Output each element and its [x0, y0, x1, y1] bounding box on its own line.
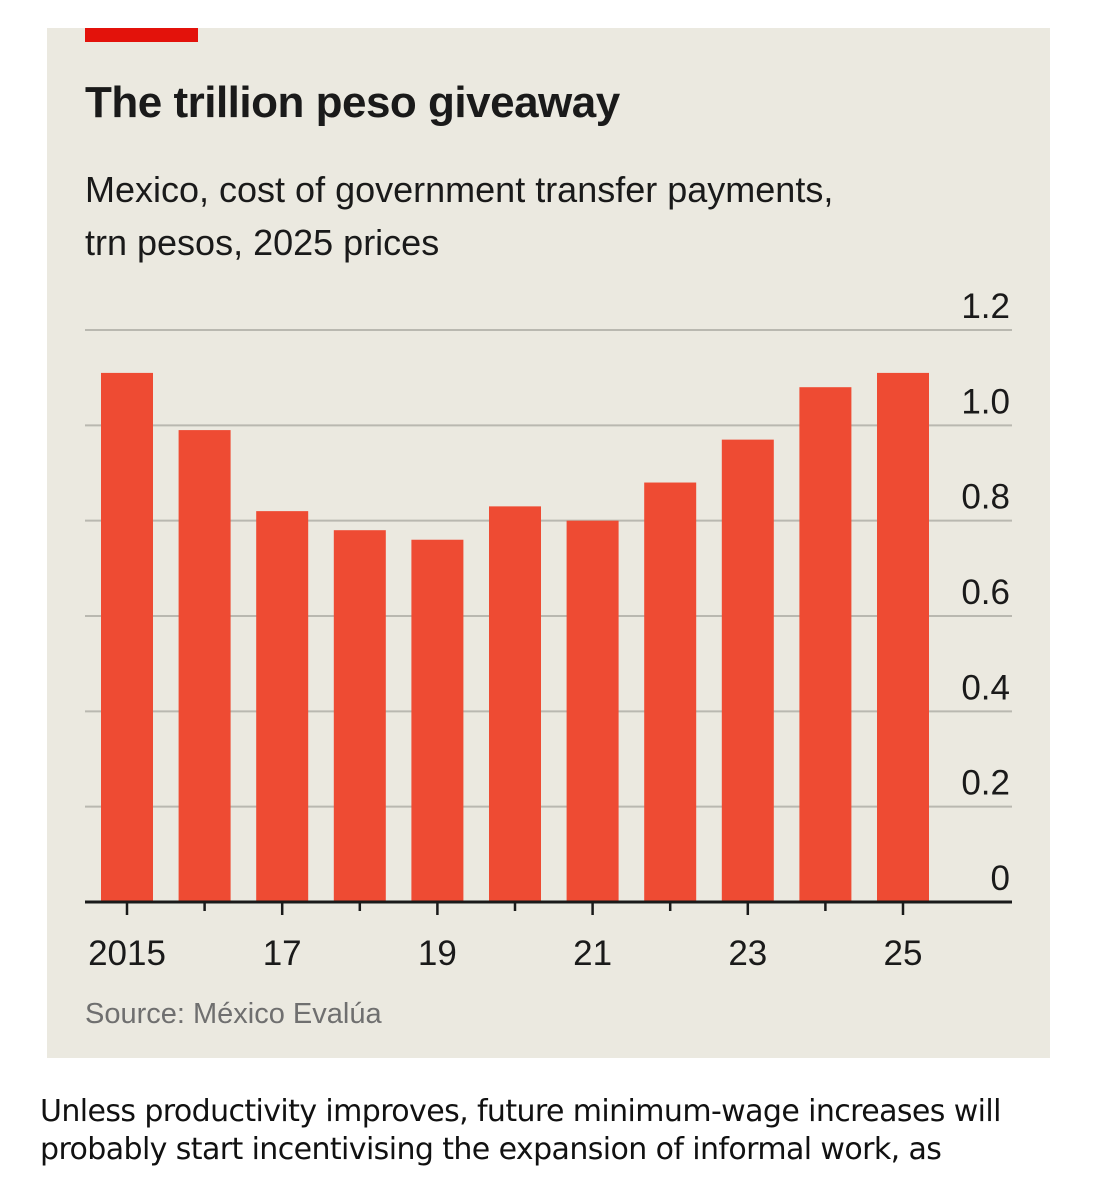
source-note: Source: México Evalúa: [85, 998, 382, 1030]
y-tick-label: 1.2: [961, 287, 1010, 326]
y-tick-label: 0.2: [961, 764, 1010, 803]
bar-chart: 0 0.2 0.4 0.6 0.8 1.0 1.2 2015 17 19 21 23 25: [85, 287, 1012, 973]
chart-title: The trillion peso giveaway: [85, 78, 620, 127]
x-tick-label: 17: [263, 934, 302, 973]
chart-subtitle: Mexico, cost of government transfer paym…: [85, 169, 834, 263]
x-tick-label: 19: [418, 934, 457, 973]
y-tick-label: 1.0: [961, 382, 1010, 421]
x-axis: [85, 900, 1012, 915]
bar-2021: [566, 520, 619, 902]
brand-tag: [85, 28, 198, 42]
x-tick-label: 2015: [88, 934, 166, 973]
bar-2022: [644, 482, 697, 902]
bar-2023: [721, 439, 774, 902]
bar-2020: [489, 506, 541, 902]
bar-2025: [877, 372, 929, 902]
y-tick-label: 0.6: [961, 573, 1010, 612]
bars: [101, 372, 929, 902]
x-axis-labels: 2015 17 19 21 23 25: [88, 934, 922, 973]
y-tick-label: 0.4: [961, 668, 1010, 707]
x-tick-label: 21: [573, 934, 612, 973]
bar-2017: [256, 511, 309, 902]
y-tick-label: 0: [991, 859, 1010, 898]
y-axis-labels: 0 0.2 0.4 0.6 0.8 1.0 1.2: [961, 287, 1010, 898]
article-body-text: Unless productivity improves, future min…: [40, 1094, 1001, 1167]
bar-2015: [101, 372, 153, 902]
x-tick-label: 23: [728, 934, 767, 973]
y-tick-label: 0.8: [961, 478, 1010, 517]
bar-2018: [333, 530, 386, 902]
x-tick-label: 25: [884, 934, 923, 973]
gridlines: [85, 329, 1012, 808]
bar-2016: [178, 430, 231, 902]
bar-2019: [411, 539, 464, 902]
bar-2024: [799, 387, 852, 902]
